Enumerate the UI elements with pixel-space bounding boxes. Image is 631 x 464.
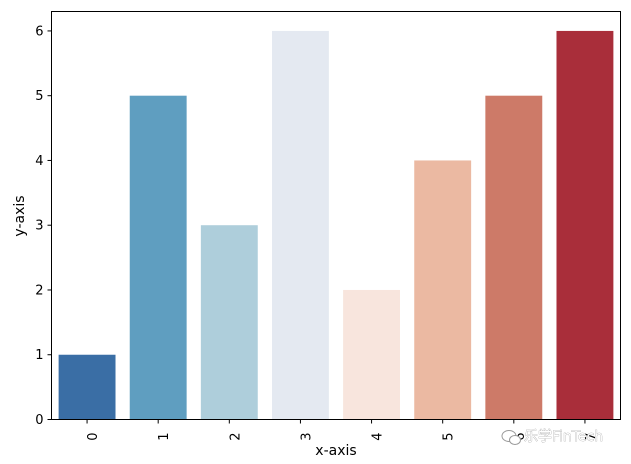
bars-group	[58, 30, 614, 420]
bar-5	[414, 160, 472, 420]
bar-4	[343, 289, 401, 420]
y-tick-label: 3	[35, 219, 43, 234]
watermark: 乐学FinTech	[501, 429, 603, 445]
wechat-icon	[501, 430, 521, 445]
bar-1	[129, 95, 187, 420]
y-tick-label: 2	[35, 283, 43, 298]
y-tick-label: 0	[35, 413, 43, 428]
plot-frame	[51, 11, 621, 420]
x-axis-label: x-axis	[315, 443, 356, 459]
x-tick-label: 7	[584, 433, 599, 441]
y-ticks-group: 0 1 2 3 4 5 6	[35, 24, 52, 428]
y-tick-label: 6	[35, 24, 43, 39]
bar-0	[58, 354, 116, 420]
bar-6	[485, 95, 543, 420]
y-axis-label: y-axis	[12, 195, 28, 236]
y-tick-label: 5	[35, 89, 43, 104]
bar-2	[200, 225, 258, 420]
x-tick-label: 5	[442, 433, 457, 441]
x-tick-label: 2	[228, 433, 243, 441]
watermark-text: 乐学FinTech	[524, 429, 603, 445]
y-tick-label: 4	[35, 154, 43, 169]
x-tick-label: 4	[371, 433, 386, 441]
bar-3	[271, 30, 329, 420]
x-tick-label: 0	[86, 433, 101, 441]
x-tick-label: 3	[299, 433, 314, 441]
x-tick-label: 1	[157, 433, 172, 441]
bar-7	[556, 30, 614, 420]
y-tick-label: 1	[35, 348, 43, 363]
x-ticks-group: 0 1 2 3 4 5 6 7	[86, 419, 599, 441]
x-tick-label: 6	[513, 433, 528, 441]
